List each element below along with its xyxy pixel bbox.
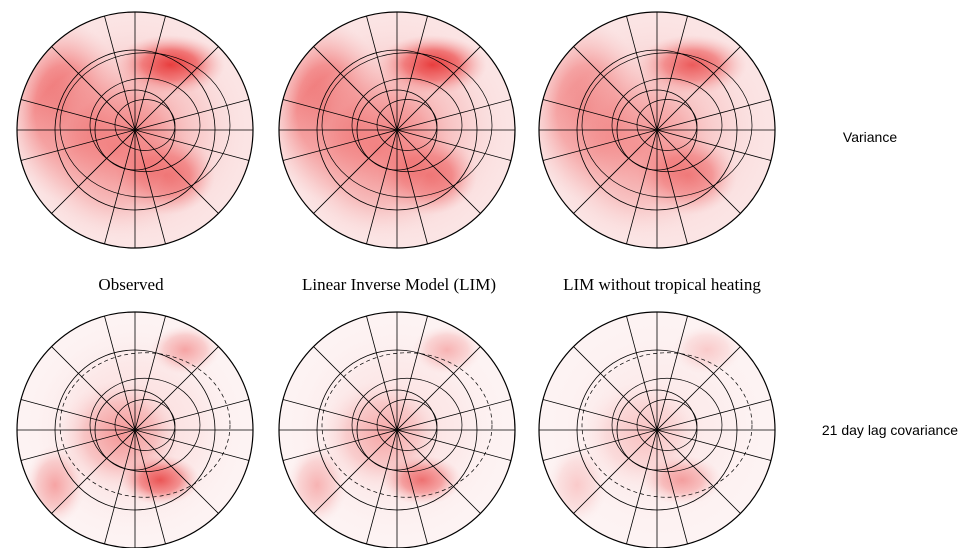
polar-map [17, 312, 253, 548]
polar-map [5, 12, 253, 248]
polar-map [527, 12, 775, 248]
polar-map [267, 12, 515, 248]
polar-map [539, 312, 775, 548]
column-label: Observed [98, 275, 164, 294]
row-label: 21 day lag covariance [822, 422, 958, 438]
figure: Observed Linear Inverse Model (LIM) LIM … [0, 0, 977, 548]
column-label: Linear Inverse Model (LIM) [302, 275, 496, 294]
row-label: Variance [843, 129, 897, 145]
polar-map [279, 312, 515, 548]
column-label: LIM without tropical heating [563, 275, 761, 294]
